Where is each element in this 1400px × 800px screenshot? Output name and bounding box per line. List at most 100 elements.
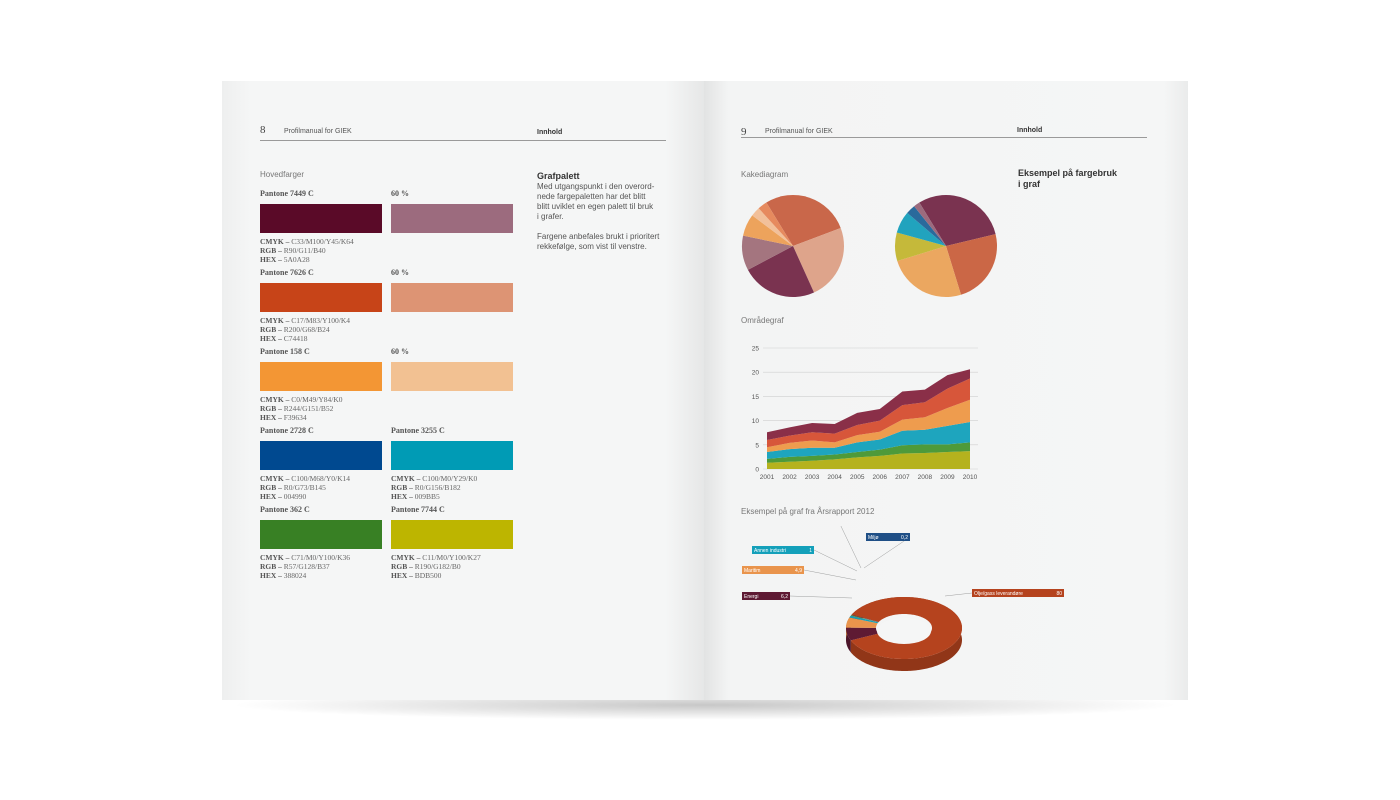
hex-prefix: HEX – <box>391 571 415 580</box>
x-tick-label: 2010 <box>963 474 978 481</box>
cmyk-code: CMYK – C71/M0/Y100/K36 <box>260 553 350 562</box>
hex-value: 388024 <box>283 571 307 580</box>
rgb-value: R200/G68/B24 <box>283 325 330 334</box>
swatch-label: 60 % <box>391 347 409 356</box>
label-box <box>742 592 790 600</box>
color-swatch <box>260 520 382 549</box>
swatch-label: Pantone 2728 C <box>260 426 314 435</box>
color-codes: CMYK – C100/M68/Y0/K14 RGB – R0/G73/B145 H… <box>260 474 350 501</box>
rgb-value: R57/G128/B37 <box>283 562 330 571</box>
area-series <box>767 399 970 453</box>
swatch-label: Pantone 362 C <box>260 505 310 514</box>
y-tick-label: 5 <box>755 442 759 449</box>
right-page: 9 Profilmanual for GIEK Innhold Kakediag… <box>704 81 1188 700</box>
hex-value: BDB500 <box>414 571 442 580</box>
swatch-label: 60 % <box>391 268 409 277</box>
y-tick-label: 0 <box>755 467 759 474</box>
color-swatch <box>391 204 513 233</box>
header-title: Profilmanual for GIEK <box>284 128 352 135</box>
pie-slice <box>895 232 946 262</box>
leader-line <box>944 592 973 597</box>
header-rule <box>741 137 1147 138</box>
header-title: Profilmanual for GIEK <box>765 128 833 135</box>
x-tick-label: 2009 <box>940 474 955 481</box>
rgb-value: R244/G151/B52 <box>283 404 334 413</box>
donut-slice <box>850 597 962 659</box>
color-swatch <box>391 441 513 470</box>
header-section: Innhold <box>537 129 563 136</box>
text-line: i grafer. <box>537 212 564 221</box>
hex-prefix: HEX – <box>260 334 284 343</box>
section-label: Hovedfarger <box>260 170 305 179</box>
donut-slice <box>846 627 879 641</box>
hex-code: HEX – 5A0A28 <box>260 255 354 264</box>
color-codes: CMYK – C33/M100/Y45/K64 RGB – R90/G11/B40… <box>260 237 354 264</box>
hex-code: HEX – C74418 <box>260 334 350 343</box>
cmyk-prefix: CMYK – <box>260 395 292 404</box>
pie-slice <box>747 246 814 297</box>
hex-code: HEX – 009BB5 <box>391 492 477 501</box>
hex-value: C74418 <box>283 334 308 343</box>
label-box <box>972 589 1064 597</box>
cmyk-prefix: CMYK – <box>260 237 292 246</box>
donut-slice <box>850 615 879 623</box>
pie-slice <box>742 235 793 270</box>
rgb-prefix: RGB – <box>391 562 415 571</box>
x-tick-label: 2003 <box>805 474 820 481</box>
cmyk-value: C0/M49/Y84/K0 <box>291 395 343 404</box>
y-tick-label: 25 <box>752 346 760 353</box>
label-box <box>866 533 910 541</box>
text-line: blitt uviklet en egen palett til bruk <box>537 202 654 211</box>
cmyk-code: CMYK – C33/M100/Y45/K64 <box>260 237 354 246</box>
text-line: Fargene anbefales brukt i prioritert <box>537 232 660 241</box>
hex-value: F39634 <box>283 413 307 422</box>
area-section-label: Områdegraf <box>741 316 784 325</box>
cmyk-value: C33/M100/Y45/K64 <box>291 237 354 246</box>
donut-slice <box>851 614 879 623</box>
donut-hole <box>877 618 931 644</box>
rgb-value: R0/G73/B145 <box>283 483 326 492</box>
pie-slice <box>896 212 946 246</box>
pie-slice <box>907 206 946 246</box>
leader-line <box>813 549 858 572</box>
donut-section-label: Eksempel på graf fra Årsrapport 2012 <box>741 507 875 516</box>
pie-slice <box>766 195 841 246</box>
label-value: 1 <box>809 548 812 554</box>
cmyk-prefix: CMYK – <box>391 474 423 483</box>
donut-slice <box>846 617 878 628</box>
area-series <box>767 442 970 463</box>
header-section: Innhold <box>1017 127 1043 134</box>
cmyk-value: C100/M68/Y0/K14 <box>291 474 351 483</box>
page-number: 9 <box>741 126 747 138</box>
pie-chart-1 <box>742 195 844 297</box>
label-name: Energi <box>744 594 758 600</box>
cmyk-code: CMYK – C100/M0/Y29/K0 <box>391 474 477 483</box>
label-name: Maritim <box>744 568 760 574</box>
swatch-label: Pantone 3255 C <box>391 426 445 435</box>
leader-line <box>803 569 857 581</box>
pie-charts <box>742 195 997 297</box>
label-name: Annen industri <box>754 548 786 554</box>
leader-line <box>789 595 853 599</box>
pie-slice <box>758 202 793 246</box>
x-tick-label: 2002 <box>782 474 797 481</box>
label-value: 80 <box>1056 591 1062 597</box>
rgb-prefix: RGB – <box>260 246 284 255</box>
rgb-code: RGB – R244/G151/B52 <box>260 404 343 413</box>
color-codes: CMYK – C100/M0/Y29/K0 RGB – R0/G156/B182 H… <box>391 474 477 501</box>
rgb-value: R0/G156/B182 <box>414 483 461 492</box>
label-name: Miljø <box>868 535 879 541</box>
color-swatch <box>260 283 382 312</box>
swatch-label: Pantone 7449 C <box>260 189 314 198</box>
pie-section-label: Kakediagram <box>741 170 789 179</box>
cmyk-value: C71/M0/Y100/K36 <box>291 553 351 562</box>
x-tick-label: 2001 <box>760 474 775 481</box>
x-tick-label: 2006 <box>873 474 888 481</box>
hex-value: 004990 <box>283 492 307 501</box>
cmyk-value: C100/M0/Y29/K0 <box>422 474 478 483</box>
cmyk-code: CMYK – C0/M49/Y84/K0 <box>260 395 343 404</box>
text-line: Med utgangspunkt i den overord- <box>537 182 655 191</box>
color-swatch <box>260 362 382 391</box>
color-swatch <box>391 283 513 312</box>
